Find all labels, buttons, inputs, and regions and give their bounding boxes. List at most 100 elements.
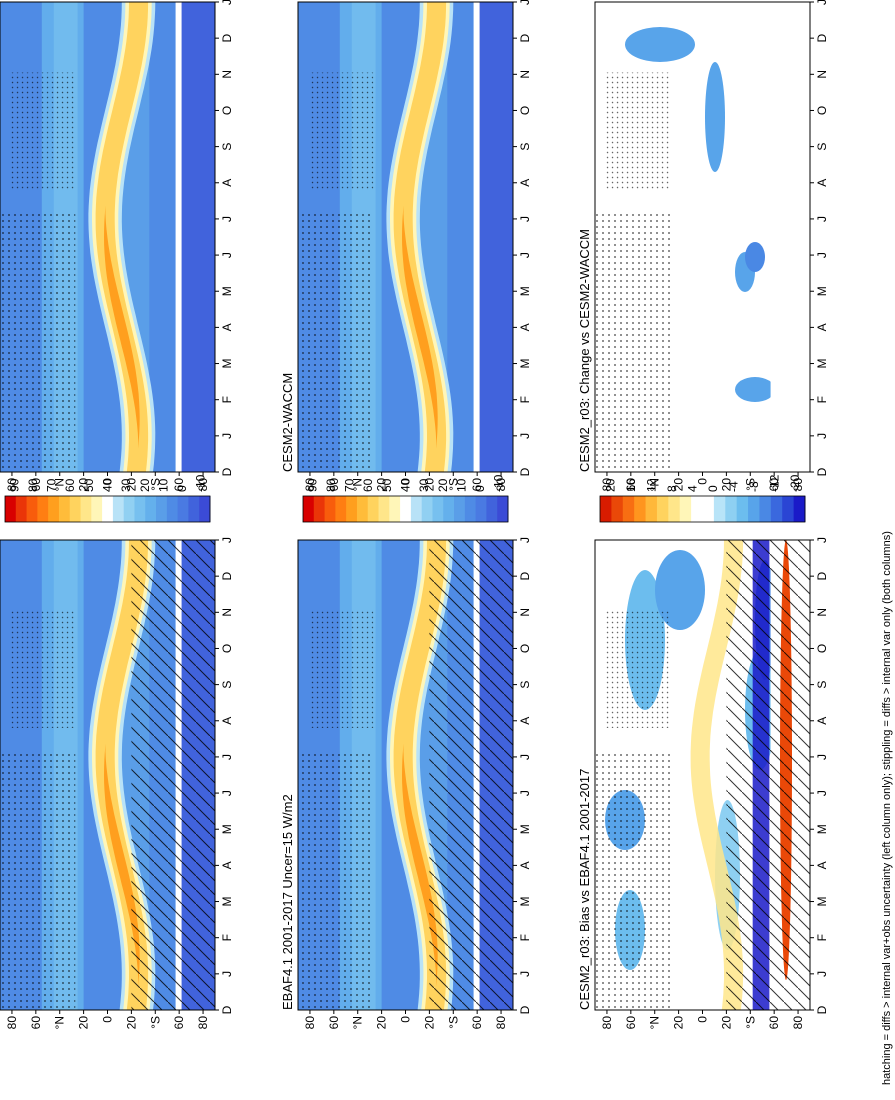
x-tick-label: S [220, 681, 234, 689]
colorbar-label: 20 [138, 478, 152, 492]
y-tick-label: 80 [5, 478, 19, 492]
footnote: hatching = diffs > internal var+obs unce… [881, 531, 893, 1085]
colorbar-label: 12 [644, 478, 658, 492]
x-tick-label: A [220, 717, 234, 725]
y-tick-label: °N [53, 1016, 67, 1029]
x-tick-label: F [518, 396, 532, 403]
colorbar-label: 50 [82, 478, 96, 492]
y-tick-label: 20 [77, 478, 91, 492]
x-tick-label: A [220, 861, 234, 869]
colorbar-swatch [410, 496, 423, 522]
colorbar-label: 4 [685, 485, 699, 492]
y-tick-label: 80 [303, 478, 317, 492]
colorbar-label: 30 [417, 478, 431, 492]
x-tick-label: M [815, 897, 829, 907]
y-tick-label: 0 [696, 1016, 710, 1023]
x-tick-label: J [220, 433, 234, 439]
colorbar-frame [302, 495, 509, 523]
y-tick-label: °S [148, 478, 162, 491]
x-tick-label: J [815, 754, 829, 760]
y-tick-label: 80 [196, 1016, 210, 1030]
x-tick-label: M [518, 286, 532, 296]
colorbar-label: 60 [63, 478, 77, 492]
x-tick-label: A [518, 323, 532, 331]
colorbar-swatch [748, 496, 760, 522]
colorbar-label: 80 [26, 478, 40, 492]
x-tick-label: D [518, 467, 532, 476]
x-tick-label: J [220, 252, 234, 258]
x-tick-label: A [220, 323, 234, 331]
x-tick-label: D [815, 33, 829, 42]
x-tick-label: S [220, 143, 234, 151]
x-tick-label: M [220, 897, 234, 907]
y-tick-label: 60 [327, 1016, 341, 1030]
colorbar-swatch [102, 496, 114, 522]
x-tick-label: J [518, 754, 532, 760]
x-tick-label: A [518, 717, 532, 725]
colorbar: 20 16 12 8 4 0 -4 -8 -12 -20 [599, 474, 806, 523]
x-tick-label: A [518, 861, 532, 869]
colorbar-label: 60 [361, 478, 375, 492]
y-tick-label: °S [743, 478, 757, 491]
panel-title: CESM2_r03: Change vs CESM2-WACCM [577, 229, 592, 472]
colorbar-swatch [156, 496, 168, 522]
colorbar-swatch [367, 496, 380, 522]
panel-title: EBAF4.1 2001-2017 Uncer=15 W/m2 [280, 794, 295, 1010]
colorbar-swatch [177, 496, 189, 522]
x-tick-label: O [220, 106, 234, 115]
y-tick-label: 20 [375, 478, 389, 492]
colorbar-swatch [324, 496, 336, 522]
x-tick-label: J [518, 971, 532, 977]
stipple-overlay [298, 213, 374, 472]
x-tick-label: J [815, 252, 829, 258]
colorbar-label: 70 [343, 478, 357, 492]
x-tick-label: A [815, 179, 829, 187]
x-tick-label: J [815, 790, 829, 796]
x-tick-label: J [220, 754, 234, 760]
colorbar-swatch [356, 496, 369, 522]
y-tick-label: 60 [624, 1016, 638, 1030]
y-tick-label: 80 [196, 478, 210, 492]
panel-2: CESM2_r03: Years 1980-1999 : Land : lwcf… [0, 0, 234, 491]
stipple-overlay [308, 72, 374, 190]
colorbar-swatch [668, 496, 681, 522]
y-tick-label: 20 [672, 1016, 686, 1030]
itcz-core [104, 2, 140, 472]
x-tick-label: J [220, 0, 234, 5]
colorbar-swatch [782, 496, 795, 522]
colorbar-swatch [793, 496, 806, 522]
colorbar-swatch [303, 496, 315, 522]
y-tick-label: °S [446, 1016, 460, 1029]
colorbar-swatch [622, 496, 635, 522]
y-tick-label: °S [446, 478, 460, 491]
x-tick-label: J [815, 971, 829, 977]
x-tick-label: S [518, 681, 532, 689]
colorbar-swatch [145, 496, 157, 522]
x-tick-label: O [815, 106, 829, 115]
stipple-overlay [10, 610, 76, 728]
y-tick-label: 60 [172, 478, 186, 492]
y-tick-label: °N [351, 1016, 365, 1029]
x-tick-label: D [220, 1005, 234, 1014]
rotated-canvas: CESM2_r03: Years 1980-1999 : Land : lwcf… [0, 0, 829, 1029]
x-tick-label: J [518, 790, 532, 796]
colorbar-swatch [421, 496, 433, 522]
y-tick-label: 20 [422, 478, 436, 492]
y-tick-label: 20 [719, 478, 733, 492]
x-tick-label: M [815, 824, 829, 834]
stipple-overlay [0, 751, 76, 1010]
x-tick-label: J [815, 216, 829, 222]
colorbar-swatch [5, 496, 17, 522]
x-tick-label: M [815, 286, 829, 296]
colorbar-swatch [378, 496, 390, 522]
itcz-gold [393, 2, 447, 472]
stipple-overlay [605, 610, 671, 728]
y-tick-label: 60 [470, 1016, 484, 1030]
panel-title: CESM2-WACCM [280, 373, 295, 472]
x-tick-label: J [220, 216, 234, 222]
x-tick-label: D [220, 467, 234, 476]
x-tick-label: J [518, 252, 532, 258]
y-tick-label: 80 [494, 478, 508, 492]
y-tick-label: 80 [5, 1016, 19, 1030]
colorbar-label: 40 [101, 478, 115, 492]
